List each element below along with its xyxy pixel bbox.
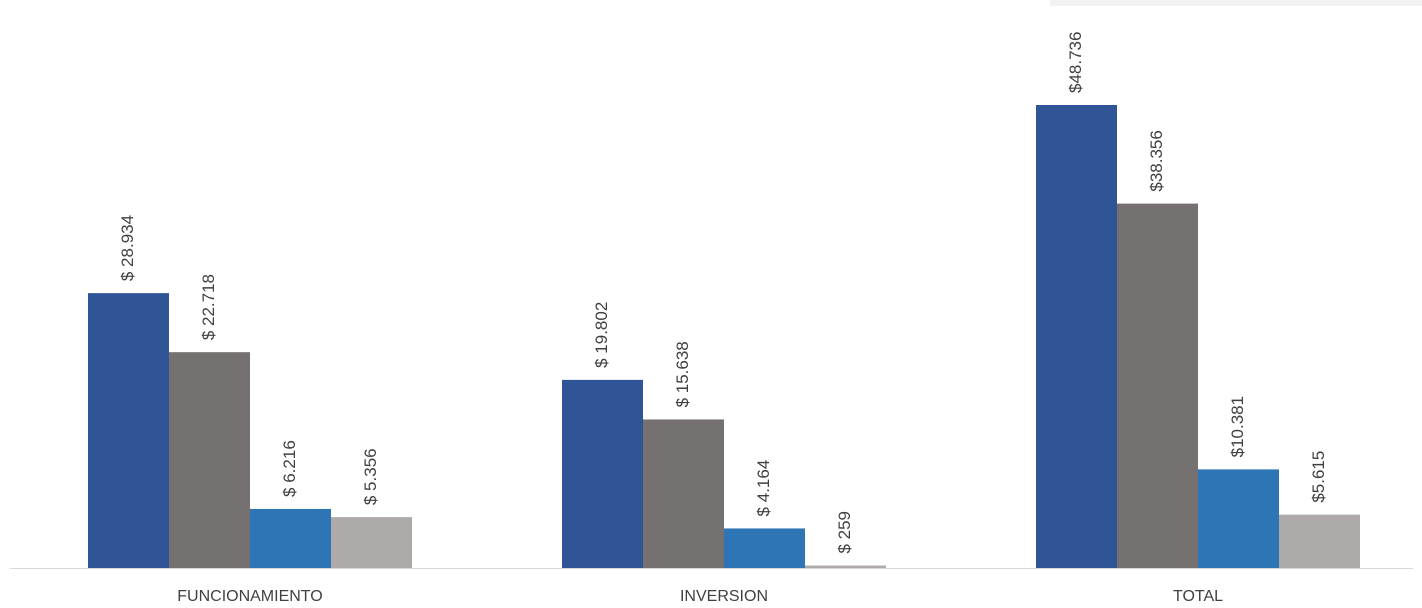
data-label: $ 15.638	[673, 341, 692, 407]
data-label: $38.356	[1147, 130, 1166, 191]
data-label: $ 4.164	[754, 460, 773, 517]
data-label: $48.736	[1066, 32, 1085, 93]
data-label: $ 5.356	[361, 448, 380, 505]
chart-frame-corner	[1050, 0, 1422, 6]
bar-inversion-series-2	[643, 419, 724, 568]
bar-total-series-3	[1198, 469, 1279, 568]
data-label: $10.381	[1228, 396, 1247, 457]
category-label: INVERSION	[680, 588, 768, 605]
bar-inversion-series-3	[724, 528, 805, 568]
category-label: FUNCIONAMIENTO	[177, 588, 322, 605]
data-label: $ 19.802	[592, 302, 611, 368]
data-label: $ 6.216	[280, 440, 299, 497]
bar-total-series-2	[1117, 203, 1198, 569]
bar-total-series-1	[1036, 105, 1117, 568]
data-label: $ 28.934	[118, 215, 137, 281]
data-label: $ 22.718	[199, 274, 218, 340]
bar-funcionamiento-series-3	[250, 508, 331, 568]
bar-inversion-series-4	[805, 565, 886, 568]
bar-funcionamiento-series-4	[331, 517, 412, 568]
bar-funcionamiento-series-2	[169, 352, 250, 568]
bar-total-series-4	[1279, 514, 1360, 568]
data-label: $5.615	[1309, 451, 1328, 503]
bar-inversion-series-1	[562, 379, 643, 568]
data-label: $ 259	[835, 511, 854, 554]
category-label: TOTAL	[1173, 588, 1223, 605]
bar-funcionamiento-series-1	[88, 293, 169, 568]
